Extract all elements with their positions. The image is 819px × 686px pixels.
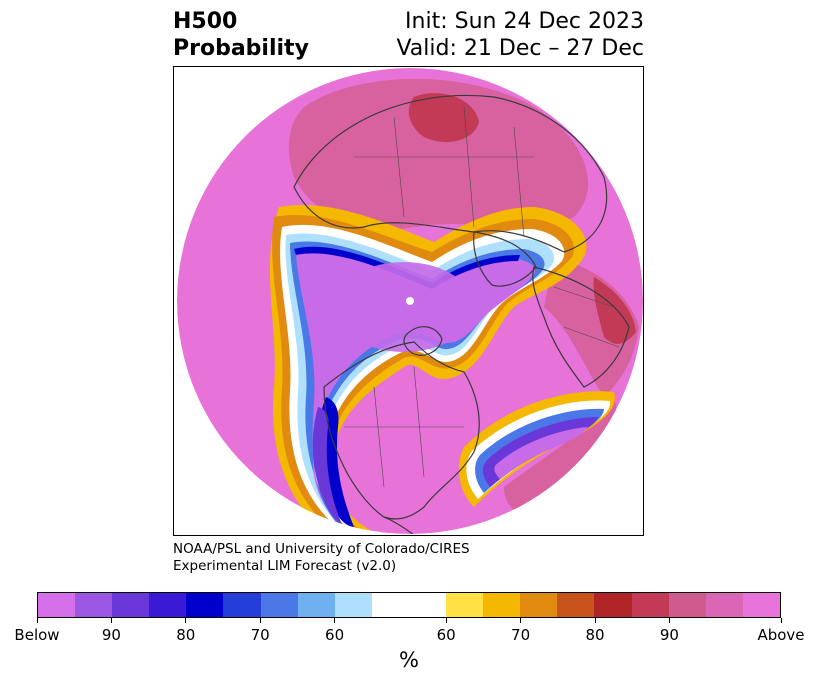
borders <box>344 106 620 488</box>
colorbar-segment <box>223 593 261 617</box>
colorbar-segment <box>742 593 780 617</box>
colorbar-tick-label: 60 <box>325 626 345 644</box>
coast-eurasia <box>293 94 608 253</box>
credit-text: NOAA/PSL and University of Colorado/CIRE… <box>173 541 470 575</box>
colorbar-tick-mark <box>668 618 670 623</box>
colorbar-segment <box>38 593 76 617</box>
colorbar-tick-mark <box>780 618 782 623</box>
coast-central-america <box>383 516 415 534</box>
colorbar-tick-mark <box>185 618 187 623</box>
map-title-left: H500 Probability <box>173 8 309 62</box>
coast-greenland <box>403 326 443 356</box>
colorbar-tick-label: 80 <box>176 626 196 644</box>
colorbar-segment <box>334 593 372 617</box>
colorbar-segment <box>75 593 113 617</box>
colorbar-segment <box>594 593 632 617</box>
colorbar-segment <box>668 593 706 617</box>
field-above-north-peak <box>408 93 479 142</box>
credit-line-1: NOAA/PSL and University of Colorado/CIRE… <box>173 541 470 557</box>
colorbar-segment <box>631 593 669 617</box>
colorbar-tick-label: 90 <box>659 626 679 644</box>
probability-field <box>177 68 643 534</box>
colorbar-tick-mark <box>110 618 112 623</box>
title-metric: Probability <box>173 36 309 61</box>
colorbar-segment <box>186 593 224 617</box>
colorbar-tick-label: 70 <box>511 626 531 644</box>
colorbar-segment <box>149 593 187 617</box>
field-above-north <box>288 78 589 230</box>
field-above-east-peak <box>593 277 636 344</box>
colorbar-segment <box>260 593 298 617</box>
colorbar-tick-mark <box>334 618 336 623</box>
field-below-indigo-tail <box>312 407 342 525</box>
field-se-core <box>494 427 588 479</box>
credit-line-2: Experimental LIM Forecast (v2.0) <box>173 558 397 574</box>
probability-map <box>177 68 643 534</box>
colorbar-tick-mark <box>259 618 261 623</box>
colorbar-tick-label: Below <box>14 626 60 644</box>
pole-marker <box>406 297 414 305</box>
field-polar-core <box>334 262 474 352</box>
colorbar-tick-mark <box>594 618 596 623</box>
coastlines <box>293 94 630 534</box>
coast-europe <box>473 231 537 287</box>
colorbar <box>37 592 781 618</box>
colorbar-segment <box>520 593 558 617</box>
init-date: Init: Sun 24 Dec 2023 <box>405 9 644 34</box>
colorbar-tick-label: 90 <box>101 626 121 644</box>
colorbar-tick-label: Above <box>757 626 805 644</box>
title-variable: H500 <box>173 9 238 34</box>
map-frame <box>173 66 644 536</box>
map-title-right: Init: Sun 24 Dec 2023 Valid: 21 Dec – 27… <box>396 8 644 62</box>
field-above-east <box>544 257 639 397</box>
coast-asia-east <box>532 266 630 388</box>
colorbar-segment <box>297 593 335 617</box>
colorbar-tick-label: 60 <box>436 626 456 644</box>
colorbar-segment <box>557 593 595 617</box>
colorbar-tick-label: 80 <box>585 626 605 644</box>
field-below-north-blue <box>294 246 520 289</box>
valid-range: Valid: 21 Dec – 27 Dec <box>396 36 644 61</box>
coast-north-america <box>323 341 480 520</box>
colorbar-segment <box>446 593 484 617</box>
colorbar-tick-mark <box>445 618 447 623</box>
colorbar-segment <box>371 593 447 617</box>
colorbar-tick-mark <box>520 618 522 623</box>
colorbar-segment <box>705 593 743 617</box>
colorbar-tick-label: 70 <box>250 626 270 644</box>
colorbar-segment <box>112 593 150 617</box>
colorbar-tick-mark <box>36 618 38 623</box>
colorbar-unit: % <box>399 648 419 672</box>
colorbar-segment <box>483 593 521 617</box>
